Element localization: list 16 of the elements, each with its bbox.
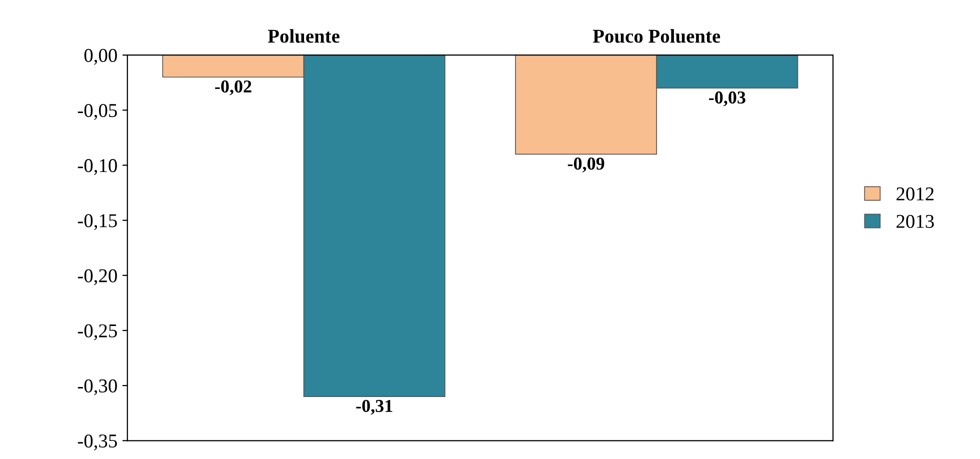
legend-label: 2012 xyxy=(896,187,934,200)
y-tick-label: -0,25 xyxy=(78,324,117,340)
y-tick-label: -0,35 xyxy=(78,434,117,450)
data-label: -0,03 xyxy=(709,91,746,106)
y-tick-label: -0,20 xyxy=(78,269,117,286)
y-tick-label: -0,10 xyxy=(78,159,117,175)
y-tick-label: -0,15 xyxy=(78,214,117,230)
x-tick-label: Poluente xyxy=(268,29,340,43)
data-label: -0,02 xyxy=(215,80,252,96)
x-tick-label: Pouco Poluente xyxy=(592,29,720,43)
legend-label: 2013 xyxy=(896,214,934,228)
y-tick-label: 0,00 xyxy=(84,48,117,65)
data-label: -0,09 xyxy=(568,158,604,172)
y-tick-label: -0,05 xyxy=(78,104,117,120)
data-label: -0,31 xyxy=(356,400,392,415)
y-tick-label: -0,30 xyxy=(78,379,117,396)
